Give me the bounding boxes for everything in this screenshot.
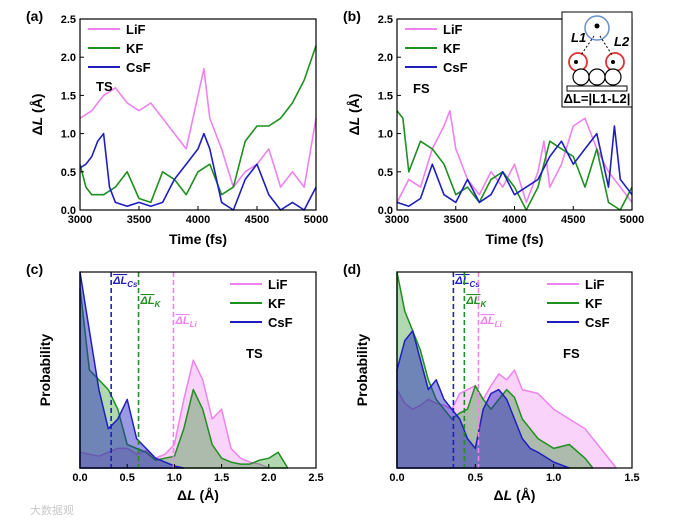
panel-b-xtick-label: 4000 [502,214,526,226]
panel-d-xtick-label: 1.0 [546,472,561,484]
inset-l2-label: L2 [614,34,630,49]
panel-b-series-kf-line [396,110,633,211]
panel-a-ytick-label: 2.5 [61,14,76,26]
panel-c-xtick-label: 0.0 [72,472,87,484]
panel-d-xtick-label: 0.5 [468,472,483,484]
inset-substrate-atom [572,68,590,86]
panel-b-legend-lif-label: LiF [443,22,463,37]
panel-b-xtick-label: 3500 [444,214,468,226]
panel-b-series-lif-line [396,109,633,204]
panel-d-group: ΔLCs ΔLK ΔLLi 0.0 0.5 1.0 1.5 Probability (d) LiF… [343,261,640,484]
panel-a-ytick-label: 0.0 [61,205,76,217]
panel-a-xtick-label: 3500 [127,214,151,226]
panel-a-ytick-label: 1.5 [61,90,76,102]
panel-b-legend-csf-label: CsF [443,60,468,75]
panel-b-ylabel: ΔL (Å) [346,94,362,136]
inset-cation-right-dot [611,60,615,64]
panel-a-legend-csf-label: CsF [126,60,151,75]
panel-c-series-csf-area [79,271,185,469]
panel-b-ytick-label: 2.5 [378,14,393,26]
panel-c-xlabel: ΔL (Å) [177,487,219,503]
inset-substrate-bar [566,85,628,92]
panel-c-annotation: TS [246,346,263,361]
inset-diagram: L1 L2 ΔL=|L1-L2| [561,11,633,108]
panel-c-ylabel: Probability [37,334,53,407]
panel-a-xlabel: Time (fs) [169,231,227,247]
panel-d-ylabel: Probability [354,334,370,407]
panel-d-legend-lif-label: LiF [585,277,605,292]
panel-c-label: (c) [26,261,43,277]
inset-anion-dot [594,23,600,29]
panel-d-mean-label-li: ΔLLi [479,315,502,329]
panel-d-series-kf-area [396,271,594,469]
inset-anion-circle [584,15,610,41]
panel-b-ytick-label: 0.5 [378,167,393,179]
panel-d-legend-kf-label: KF [585,296,602,311]
panel-b-series-csf-line [396,125,633,207]
panel-b-ytick-label: 2.0 [378,52,393,64]
panel-d-xtick-label: 1.5 [624,472,639,484]
panel-c-frame [79,271,317,469]
inset-l1-label: L1 [571,30,586,45]
inset-cation-left-dot [574,60,578,64]
panel-a-legend-kf-label: KF [126,41,143,56]
panel-b-group: 3000 3500 4000 4500 5000 0.0 0.5 1.0 1.5 2.0 2.5 Ti… [343,8,644,247]
panel-b-ytick-label: 1.5 [378,90,393,102]
panel-b-xtick-label: 3000 [385,214,409,226]
panel-a-ylabel: ΔL (Å) [29,94,45,136]
panel-a-ytick-label: 2.0 [61,52,76,64]
panel-a-xtick-label: 3000 [68,214,92,226]
panel-a-series-kf-line [79,45,317,204]
panel-c-series-kf-area [79,286,289,469]
panel-d-frame [396,271,633,469]
panel-b-ytick-label: 0.0 [378,205,393,217]
panel-a-xtick-label: 4500 [245,214,269,226]
panel-c-legend-csf-label: CsF [268,315,293,330]
panel-d-xtick-label: 0.0 [389,472,404,484]
panel-b-xtick-label: 5000 [620,214,644,226]
panel-c-mean-label-li: ΔLLi [174,315,197,329]
panel-b-xlabel: Time (fs) [485,231,543,247]
inset-formula: ΔL=|L1-L2| [564,91,631,106]
panel-c-legend-lif-label: LiF [268,277,288,292]
panel-c-mean-label-k: ΔLK [140,295,162,309]
inset-substrate-atom [604,68,622,86]
panel-a-series-csf-line [79,132,317,211]
panel-d-xlabel: ΔL (Å) [494,487,536,503]
panel-a-label: (a) [26,8,43,24]
panel-a-ytick-label: 0.5 [61,167,76,179]
panel-c-xtick-label: 2.0 [261,472,276,484]
panel-a-ytick-label: 1.0 [61,129,76,141]
panel-b-ytick-label: 1.0 [378,129,393,141]
panel-c-xtick-label: 1.5 [214,472,229,484]
panel-a-xtick-label: 4000 [186,214,210,226]
watermark-text: 大数据观 [30,503,74,517]
panel-b-xtick-label: 4500 [561,214,585,226]
panel-c-series-lif-area [79,359,270,469]
panel-b-legend-kf-label: KF [443,41,460,56]
panel-d-series-csf-area [396,330,571,469]
panel-a-annotation: TS [96,79,113,94]
panel-d-legend-csf-label: CsF [585,315,610,330]
panel-a-series-lif-line [79,67,317,188]
panel-a-group: 3000 3500 4000 4500 5000 0.0 0.5 1.0 1.5 2.0 2.5 Ti… [26,8,328,247]
panel-b-label: (b) [343,8,361,24]
panel-d-annotation: FS [563,346,580,361]
panel-d-label: (d) [343,261,361,277]
panel-c-xtick-label: 1.0 [167,472,182,484]
panel-c-xtick-label: 2.5 [308,472,323,484]
panel-d-mean-label-cs: ΔLCs [454,275,480,289]
panel-a-xtick-label: 5000 [304,214,328,226]
panel-d-mean-label-k: ΔLK [465,295,487,309]
panel-b-annotation: FS [413,81,430,96]
inset-substrate-atom [588,68,606,86]
panel-c-legend-kf-label: KF [268,296,285,311]
panel-c-xtick-label: 0.5 [120,472,135,484]
panel-c-mean-label-cs: ΔLCs [112,275,138,289]
panel-a-legend-lif-label: LiF [126,22,146,37]
